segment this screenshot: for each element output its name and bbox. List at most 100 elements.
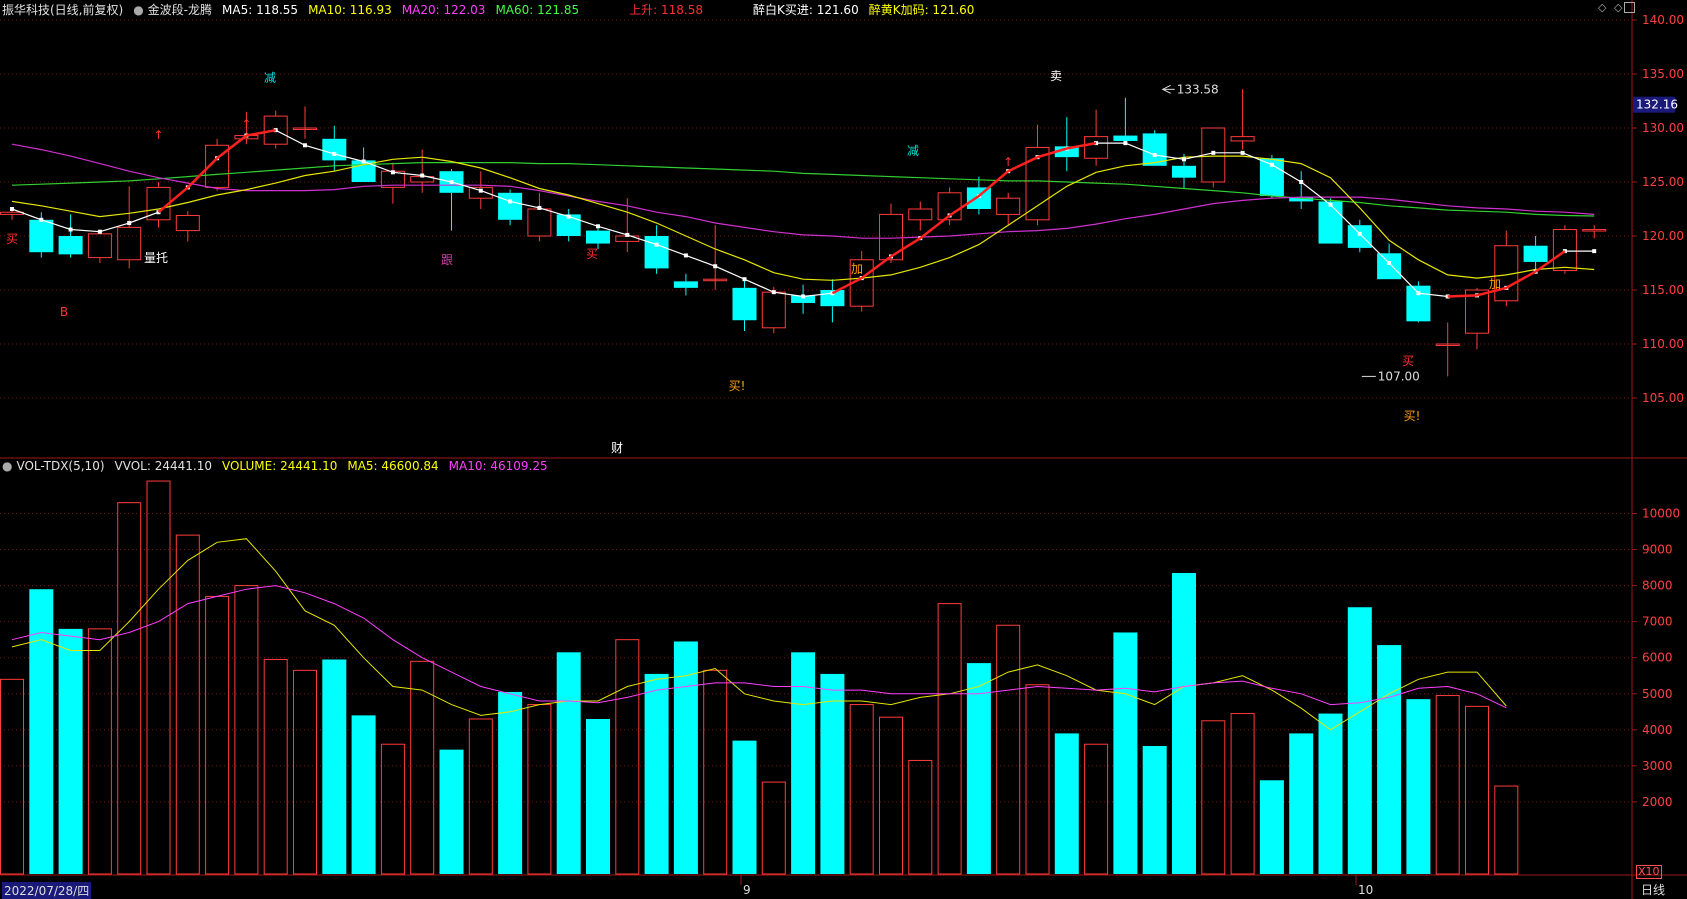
volume-bar: [966, 663, 991, 874]
uptrend-line: [831, 141, 1097, 295]
candle-body: [175, 214, 200, 232]
volume-tick-label: 7000: [1642, 615, 1673, 629]
indicator-name[interactable]: 金波段-龙腾: [147, 3, 213, 17]
volume-bar: [849, 704, 874, 875]
ma5-marker: [801, 294, 806, 299]
candle-body: [1435, 343, 1460, 346]
up-arrow-icon: ↑: [153, 128, 163, 142]
volume-bar: [1494, 785, 1519, 875]
candle-body: [879, 213, 903, 261]
candle-body: [1230, 136, 1255, 142]
volume-bar: [146, 480, 171, 875]
period-button[interactable]: 日线: [1641, 883, 1666, 897]
candle-body: [1113, 135, 1138, 141]
price-tick-label: 125.00: [1642, 175, 1684, 189]
current-price-label: 132.16: [1636, 98, 1678, 112]
ma5-marker: [625, 232, 630, 237]
diamond-icon[interactable]: ◇: [1598, 1, 1607, 14]
volume-bar: [410, 660, 435, 875]
ma5-marker: [683, 253, 688, 258]
price-tick-label: 120.00: [1642, 229, 1684, 243]
volume-tick-label: 2000: [1642, 795, 1673, 809]
candle-body: [556, 214, 581, 236]
signal-annotation: 加: [851, 262, 863, 276]
vvol-label: VVOL: 24441.10: [114, 459, 212, 473]
volume-bar: [791, 652, 816, 874]
ma5-marker: [68, 227, 73, 232]
vol-ma5-label: MA5: 46600.84: [347, 459, 439, 473]
volume-bar: [1230, 713, 1255, 875]
stock-name[interactable]: 振华科技(日线,前复权): [2, 3, 124, 17]
ma5-marker: [127, 221, 132, 226]
signal-annotation: 买: [6, 232, 18, 246]
price-tick-label: 115.00: [1642, 283, 1684, 297]
volume-bar: [1201, 720, 1226, 875]
signal-annotation: 跟: [441, 253, 453, 267]
date-axis-label: 9: [743, 883, 751, 897]
candle-body: [498, 192, 523, 220]
candle-body: [1289, 197, 1314, 202]
ma5-marker: [39, 217, 44, 222]
ma5-marker: [303, 143, 307, 148]
volume-bar: [1113, 632, 1138, 874]
ma5-marker: [508, 199, 513, 204]
volume-bar: [820, 673, 845, 874]
volume-bar: [1172, 572, 1196, 874]
date-axis-label: 10: [1358, 883, 1373, 897]
ma5-marker: [332, 151, 337, 156]
price-tick-label: 130.00: [1642, 121, 1684, 135]
ma5-line: [11, 129, 1595, 298]
vol-ma10-label: MA10: 46109.25: [448, 459, 548, 473]
maximize-icon[interactable]: [1624, 2, 1635, 13]
ma5-marker: [361, 159, 366, 164]
ma5-marker: [1416, 291, 1421, 296]
max-price-label: 133.58: [1177, 82, 1219, 96]
signal-annotation: 卖: [1050, 69, 1062, 83]
ma5-marker: [10, 207, 14, 211]
ma5-marker: [1182, 157, 1186, 162]
vol-indicator-name[interactable]: VOL-TDX(5,10): [16, 459, 105, 473]
current-price-box: [1633, 96, 1675, 113]
volume-bar: [1377, 645, 1402, 874]
ma5-marker: [390, 170, 395, 175]
volume-tick-label: 4000: [1642, 723, 1673, 737]
candle-body: [673, 281, 698, 288]
volume-bar: [586, 718, 610, 874]
ma5-label: MA5: 118.55: [222, 3, 299, 17]
settings-dot-icon[interactable]: ●: [133, 3, 144, 17]
candle-body: [966, 187, 991, 209]
volume-bar: [1025, 684, 1050, 875]
ma5-marker: [566, 214, 571, 219]
candle-body: [87, 233, 112, 259]
volume-bar: [1084, 743, 1109, 875]
volume-bar: [703, 669, 728, 875]
candle-body: [937, 192, 962, 221]
ma5-marker: [1269, 162, 1274, 167]
volume-bar: [29, 589, 54, 874]
volume-bar: [908, 759, 933, 875]
volume-bar: [615, 639, 640, 875]
settings-dot-icon[interactable]: ●: [2, 459, 13, 473]
candle-body: [1552, 229, 1577, 272]
volume-bar: [439, 749, 464, 874]
candle-body: [761, 291, 786, 329]
volume-bar: [205, 595, 230, 875]
signal-annotation: 加: [1489, 277, 1501, 291]
price-tick-label: 105.00: [1642, 391, 1684, 405]
up-arrow-icon[interactable]: ◇: [1614, 1, 1623, 14]
volume-bar: [879, 716, 903, 875]
candle-body: [996, 197, 1021, 215]
candle-body: [1025, 146, 1050, 221]
ma5-marker: [1592, 249, 1597, 254]
volume-ma10-line: [11, 585, 1507, 709]
volume-bar: [175, 534, 200, 875]
candle-body: [1523, 245, 1548, 262]
candle-body: [732, 287, 757, 321]
ma5-marker: [1240, 150, 1245, 155]
volume-bar: [498, 691, 523, 874]
ma5-marker: [1387, 261, 1392, 265]
volume-tick-label: 8000: [1642, 579, 1673, 593]
volume-tick-label: 5000: [1642, 687, 1673, 701]
volume-bar: [937, 603, 962, 875]
